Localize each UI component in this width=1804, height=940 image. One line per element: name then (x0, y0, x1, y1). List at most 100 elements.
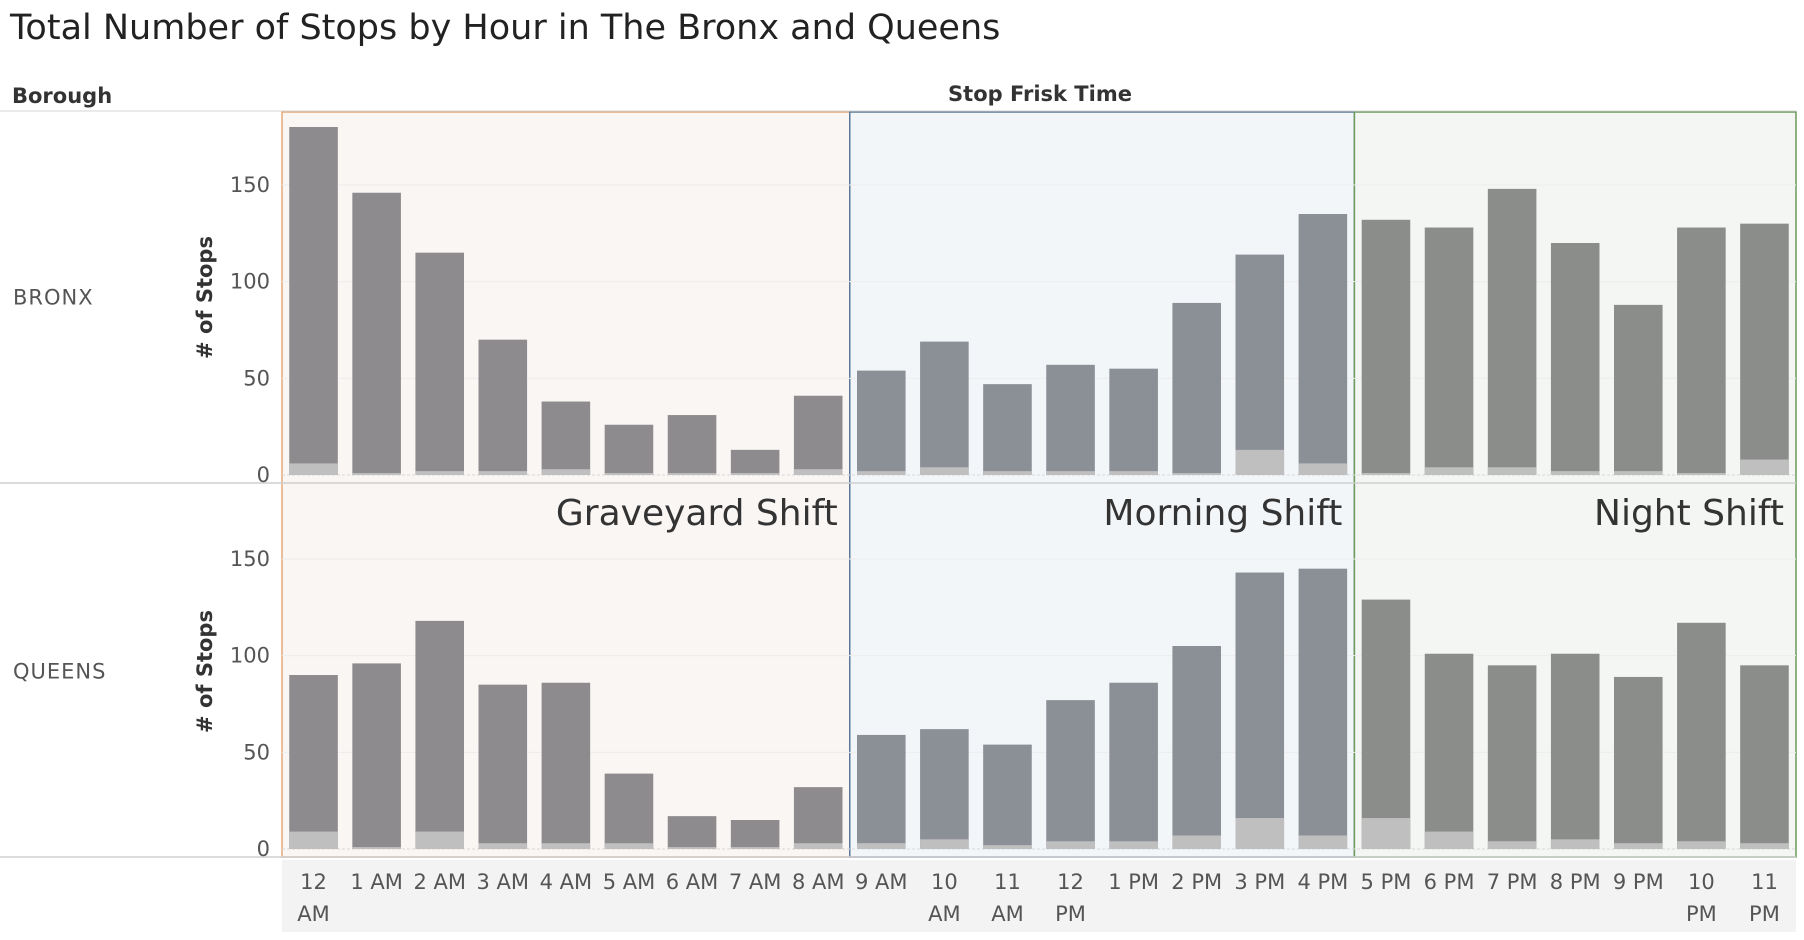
shift-label-morning: Morning Shift (1103, 493, 1342, 534)
bar-overlay (1677, 473, 1726, 475)
bar (920, 341, 969, 475)
x-tick-label: 8 AM (792, 870, 845, 894)
bar-overlay (352, 847, 401, 849)
bar (1740, 223, 1789, 475)
y-tick-label: 50 (243, 366, 270, 390)
chart-title: Total Number of Stops by Hour in The Bro… (10, 8, 1001, 48)
bar (793, 395, 843, 475)
bar-overlay (857, 471, 906, 475)
bar-overlay (667, 473, 717, 475)
x-tick-label: 9 PM (1613, 870, 1664, 894)
y-tick-label: 150 (230, 547, 270, 571)
bar-overlay (1172, 835, 1221, 849)
bar (1046, 700, 1095, 849)
y-tick-label: 100 (230, 270, 270, 294)
y-tick-label: 50 (243, 740, 270, 764)
bar-overlay (1614, 843, 1663, 849)
y-tick-label: 0 (257, 463, 270, 487)
bar-overlay (983, 845, 1032, 849)
bar-overlay (730, 847, 780, 849)
bar (604, 773, 654, 849)
bar (1361, 219, 1411, 475)
bar (1550, 243, 1600, 475)
row-label-queens: QUEENS (13, 660, 106, 684)
row-header: Borough (12, 84, 112, 108)
bar (415, 620, 464, 849)
bar (1424, 653, 1474, 849)
chart-text: Borough Stop Frisk Time 0 50 100 150 # of Stop… (12, 82, 1784, 926)
bar (415, 252, 464, 475)
bar (1487, 665, 1537, 849)
bar-overlay (730, 473, 780, 475)
bar-overlay (541, 843, 591, 849)
bar (478, 684, 528, 849)
bar-overlay (1172, 473, 1221, 475)
bar (1298, 568, 1348, 849)
bar (730, 449, 780, 475)
bar-overlay (1487, 467, 1537, 475)
x-tick-label: 4 PM (1297, 870, 1348, 894)
bar-overlay (415, 831, 464, 849)
bar-overlay (667, 847, 717, 849)
bar-overlay (604, 473, 654, 475)
bar (730, 820, 780, 849)
bar-overlay (1361, 818, 1411, 849)
bar-overlay (604, 843, 654, 849)
bar-overlay (352, 473, 401, 475)
bar (478, 339, 528, 475)
bar (1487, 188, 1537, 475)
x-tick-label: 11 PM (1749, 870, 1780, 926)
y-tick-label: 100 (230, 644, 270, 668)
bar-overlay (1109, 471, 1158, 475)
bar-overlay (1614, 471, 1663, 475)
bar (1677, 622, 1726, 849)
bar-overlay (1424, 831, 1474, 849)
bar (1109, 368, 1158, 475)
bar (857, 370, 906, 475)
bar (541, 401, 591, 475)
bar (1424, 227, 1474, 475)
bar (604, 424, 654, 475)
bar-overlay (289, 463, 338, 475)
bar-overlay (857, 843, 906, 849)
bar-overlay (1550, 471, 1600, 475)
x-tick-label: 12 AM (297, 870, 329, 926)
bar-overlay (793, 843, 843, 849)
y-tick-label: 0 (257, 837, 270, 861)
shift-label-graveyard: Graveyard Shift (556, 493, 838, 534)
column-header: Stop Frisk Time (948, 82, 1132, 106)
bar-overlay (1298, 463, 1348, 475)
bar (289, 675, 338, 849)
bar (983, 744, 1032, 849)
x-tick-label: 6 AM (666, 870, 719, 894)
bar-overlay (1424, 467, 1474, 475)
bar-overlay (1677, 841, 1726, 849)
row-label-bronx: BRONX (13, 286, 94, 310)
bar-overlay (1046, 471, 1095, 475)
bar (289, 127, 338, 475)
bar (1740, 665, 1789, 849)
bar-overlay (1109, 841, 1158, 849)
bar (1677, 227, 1726, 475)
bar (1614, 304, 1663, 475)
bar (1235, 572, 1285, 849)
x-tick-label: 2 PM (1171, 870, 1222, 894)
bar-overlay (1235, 449, 1285, 475)
bar-overlay (1361, 473, 1411, 475)
x-tick-label: 10 AM (928, 870, 960, 926)
bar-overlay (1550, 839, 1600, 849)
bar (352, 192, 401, 475)
x-axis-band (282, 860, 1796, 932)
y-axis-title: # of Stops (193, 610, 217, 733)
bar-overlay (478, 843, 528, 849)
bars (289, 127, 1789, 849)
bar-overlay (1740, 843, 1789, 849)
bar (1172, 302, 1221, 475)
bar-overlay (983, 471, 1032, 475)
bar (541, 682, 591, 849)
bar (1172, 646, 1221, 849)
x-tick-label: 7 PM (1487, 870, 1538, 894)
bar-overlay (541, 469, 591, 475)
bar-overlay (1298, 835, 1348, 849)
bar-overlay (1487, 841, 1537, 849)
